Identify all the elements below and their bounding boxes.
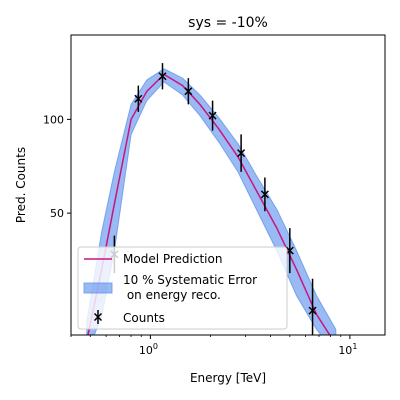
legend-frame (77, 246, 288, 330)
legend-band-swatch (83, 282, 113, 294)
legend: Model Prediction 10 % Systematic Error on… (77, 246, 288, 330)
count-marker (184, 87, 193, 96)
count-marker (308, 306, 317, 315)
y-tick-label: 50 (50, 207, 64, 220)
legend-marker-swatch (93, 312, 103, 322)
legend-label-systematic-line: on energy reco. (123, 288, 221, 302)
legend-label-systematic: 10 % Systematic Error on energy reco. (123, 273, 257, 302)
count-point (158, 63, 167, 90)
x-tick-exponent: 1 (352, 342, 357, 351)
count-marker (134, 94, 143, 103)
plot-frame (70, 34, 386, 336)
x-axis-label: Energy [TeV] (190, 371, 266, 385)
legend-label-counts: Counts (123, 311, 165, 325)
y-axis-label: Pred. Counts (14, 147, 28, 223)
legend-label-systematic-line: 10 % Systematic Error (123, 273, 257, 287)
count-marker (260, 190, 269, 199)
x-tick-exponent: 0 (153, 342, 158, 351)
count-point (184, 78, 193, 105)
count-marker (158, 72, 167, 81)
count-point (208, 100, 217, 131)
chart-title: sys = -10% (188, 15, 268, 31)
count-point (134, 85, 143, 112)
count-marker (208, 111, 217, 120)
count-point (260, 177, 269, 212)
count-point (308, 278, 317, 335)
count-marker (237, 149, 246, 158)
count-point (237, 134, 246, 172)
y-tick-label: 100 (43, 113, 64, 126)
legend-label-model: Model Prediction (123, 252, 222, 266)
